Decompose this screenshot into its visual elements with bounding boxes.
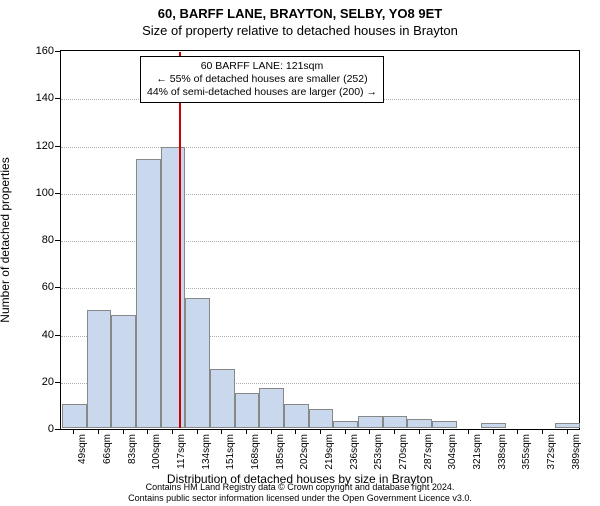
- annotation-box: 60 BARFF LANE: 121sqm ← 55% of detached …: [140, 56, 384, 103]
- ytick-label: 80: [24, 234, 54, 246]
- xtick-label: 83sqm: [127, 434, 138, 464]
- xtick-mark: [369, 429, 370, 434]
- ytick-mark: [55, 51, 60, 52]
- y-axis-label: Number of detached properties: [0, 157, 12, 322]
- histogram-bar: [62, 404, 87, 428]
- ytick-label: 40: [24, 329, 54, 341]
- ytick-label: 100: [24, 187, 54, 199]
- ytick-label: 20: [24, 376, 54, 388]
- ytick-mark: [55, 146, 60, 147]
- xtick-label: 185sqm: [275, 434, 286, 470]
- xtick-mark: [517, 429, 518, 434]
- histogram-bar: [309, 409, 334, 428]
- histogram-bar: [407, 419, 432, 428]
- xtick-label: 100sqm: [151, 434, 162, 470]
- xtick-label: 168sqm: [250, 434, 261, 470]
- footer-line2: Contains public sector information licen…: [0, 493, 600, 504]
- property-marker-line: [179, 52, 181, 428]
- xtick-label: 389sqm: [571, 434, 582, 470]
- xtick-label: 202sqm: [299, 434, 310, 470]
- histogram-bar: [481, 423, 506, 428]
- grid-line: [61, 147, 579, 148]
- xtick-label: 134sqm: [201, 434, 212, 470]
- ytick-mark: [55, 429, 60, 430]
- histogram-bar: [358, 416, 383, 428]
- xtick-mark: [246, 429, 247, 434]
- histogram-bar: [259, 388, 284, 428]
- annotation-line2: ← 55% of detached houses are smaller (25…: [147, 73, 377, 86]
- ytick-label: 60: [24, 281, 54, 293]
- histogram-bar: [333, 421, 358, 428]
- xtick-label: 253sqm: [373, 434, 384, 470]
- xtick-mark: [468, 429, 469, 434]
- ytick-label: 120: [24, 140, 54, 152]
- xtick-mark: [295, 429, 296, 434]
- xtick-mark: [443, 429, 444, 434]
- xtick-label: 151sqm: [225, 434, 236, 470]
- xtick-label: 236sqm: [349, 434, 360, 470]
- xtick-label: 219sqm: [324, 434, 335, 470]
- xtick-mark: [197, 429, 198, 434]
- xtick-mark: [345, 429, 346, 434]
- xtick-label: 372sqm: [546, 434, 557, 470]
- xtick-mark: [394, 429, 395, 434]
- footer-attribution: Contains HM Land Registry data © Crown c…: [0, 482, 600, 504]
- xtick-mark: [98, 429, 99, 434]
- plot-container: 60 BARFF LANE: 121sqm ← 55% of detached …: [60, 50, 580, 430]
- chart-title-address: 60, BARFF LANE, BRAYTON, SELBY, YO8 9ET: [0, 6, 600, 21]
- histogram-bar: [432, 421, 457, 428]
- xtick-mark: [567, 429, 568, 434]
- xtick-label: 117sqm: [176, 434, 187, 469]
- ytick-mark: [55, 335, 60, 336]
- plot-area: [60, 50, 580, 430]
- xtick-mark: [172, 429, 173, 434]
- histogram-bar: [87, 310, 112, 428]
- ytick-mark: [55, 382, 60, 383]
- xtick-mark: [221, 429, 222, 434]
- ytick-label: 0: [24, 423, 54, 435]
- xtick-label: 66sqm: [102, 434, 113, 464]
- xtick-mark: [147, 429, 148, 434]
- histogram-bar: [383, 416, 408, 428]
- footer-line1: Contains HM Land Registry data © Crown c…: [0, 482, 600, 493]
- ytick-mark: [55, 193, 60, 194]
- xtick-label: 270sqm: [398, 434, 409, 470]
- chart-title-desc: Size of property relative to detached ho…: [0, 23, 600, 38]
- xtick-label: 287sqm: [423, 434, 434, 470]
- xtick-label: 49sqm: [77, 434, 88, 464]
- ytick-label: 140: [24, 92, 54, 104]
- ytick-mark: [55, 287, 60, 288]
- xtick-mark: [542, 429, 543, 434]
- ytick-label: 160: [24, 45, 54, 57]
- annotation-line1: 60 BARFF LANE: 121sqm: [147, 60, 377, 73]
- ytick-mark: [55, 98, 60, 99]
- xtick-mark: [271, 429, 272, 434]
- xtick-label: 304sqm: [447, 434, 458, 470]
- histogram-bar: [136, 159, 161, 428]
- histogram-bar: [284, 404, 309, 428]
- annotation-line3: 44% of semi-detached houses are larger (…: [147, 86, 377, 99]
- xtick-mark: [73, 429, 74, 434]
- histogram-bar: [235, 393, 260, 428]
- xtick-mark: [320, 429, 321, 434]
- histogram-bar: [185, 298, 210, 428]
- xtick-mark: [123, 429, 124, 434]
- xtick-label: 355sqm: [521, 434, 532, 470]
- ytick-mark: [55, 240, 60, 241]
- xtick-label: 321sqm: [472, 434, 483, 470]
- xtick-label: 338sqm: [497, 434, 508, 470]
- xtick-mark: [419, 429, 420, 434]
- histogram-bar: [555, 423, 580, 428]
- histogram-bar: [210, 369, 235, 428]
- xtick-mark: [493, 429, 494, 434]
- histogram-bar: [161, 147, 186, 428]
- histogram-bar: [111, 315, 136, 428]
